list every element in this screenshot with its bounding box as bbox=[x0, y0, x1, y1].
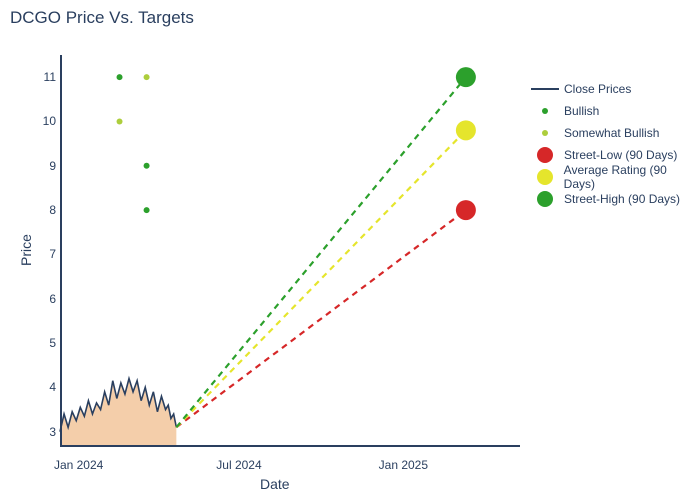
y-tick: 6 bbox=[38, 292, 56, 306]
legend-label: Street-Low (90 Days) bbox=[564, 148, 677, 162]
bullish-point bbox=[117, 74, 123, 80]
chart-title: DCGO Price Vs. Targets bbox=[10, 8, 194, 28]
legend-label: Street-High (90 Days) bbox=[564, 192, 680, 206]
legend-item[interactable]: Street-Low (90 Days) bbox=[530, 146, 700, 164]
target-line-street_high bbox=[176, 77, 466, 427]
bullish-point bbox=[144, 207, 150, 213]
x-tick: Jan 2024 bbox=[54, 458, 103, 472]
legend-dot-icon bbox=[537, 191, 553, 207]
target-line-average bbox=[176, 130, 466, 427]
target-marker-street_low bbox=[456, 200, 476, 220]
close-prices-area bbox=[60, 379, 176, 445]
legend-dot-icon bbox=[537, 169, 553, 185]
legend-dot-icon bbox=[537, 147, 553, 163]
y-axis-label: Price bbox=[18, 234, 34, 266]
target-line-street_low bbox=[176, 210, 466, 427]
x-tick: Jan 2025 bbox=[379, 458, 428, 472]
y-tick: 4 bbox=[38, 380, 56, 394]
x-tick: Jul 2024 bbox=[216, 458, 261, 472]
y-tick: 11 bbox=[38, 70, 56, 84]
legend-label: Close Prices bbox=[564, 82, 631, 96]
y-axis-line bbox=[60, 55, 62, 445]
plot-svg bbox=[60, 55, 520, 445]
y-tick: 7 bbox=[38, 247, 56, 261]
legend-label: Average Rating (90 Days) bbox=[564, 163, 700, 191]
legend-item[interactable]: Average Rating (90 Days) bbox=[530, 168, 700, 186]
x-axis-line bbox=[60, 445, 520, 447]
somewhat_bullish-point bbox=[117, 118, 123, 124]
legend-item[interactable]: Street-High (90 Days) bbox=[530, 190, 700, 208]
plot-area bbox=[60, 55, 520, 445]
legend-line-icon bbox=[531, 88, 559, 91]
legend-label: Bullish bbox=[564, 104, 599, 118]
legend-item[interactable]: Close Prices bbox=[530, 80, 700, 98]
x-axis-label: Date bbox=[260, 476, 290, 492]
y-tick: 3 bbox=[38, 425, 56, 439]
y-tick: 5 bbox=[38, 336, 56, 350]
y-tick: 8 bbox=[38, 203, 56, 217]
target-marker-street_high bbox=[456, 67, 476, 87]
legend-item[interactable]: Somewhat Bullish bbox=[530, 124, 700, 142]
bullish-point bbox=[144, 163, 150, 169]
y-tick: 10 bbox=[38, 114, 56, 128]
somewhat_bullish-point bbox=[144, 74, 150, 80]
legend-dot-icon bbox=[542, 130, 548, 136]
legend: Close Prices Bullish Somewhat Bullish Stree… bbox=[530, 80, 700, 212]
legend-dot-icon bbox=[542, 108, 548, 114]
legend-item[interactable]: Bullish bbox=[530, 102, 700, 120]
target-marker-average bbox=[456, 120, 476, 140]
chart-container: DCGO Price Vs. Targets Price Date 3 4 5 6 7 8… bbox=[0, 0, 700, 500]
y-tick: 9 bbox=[38, 159, 56, 173]
legend-label: Somewhat Bullish bbox=[564, 126, 659, 140]
